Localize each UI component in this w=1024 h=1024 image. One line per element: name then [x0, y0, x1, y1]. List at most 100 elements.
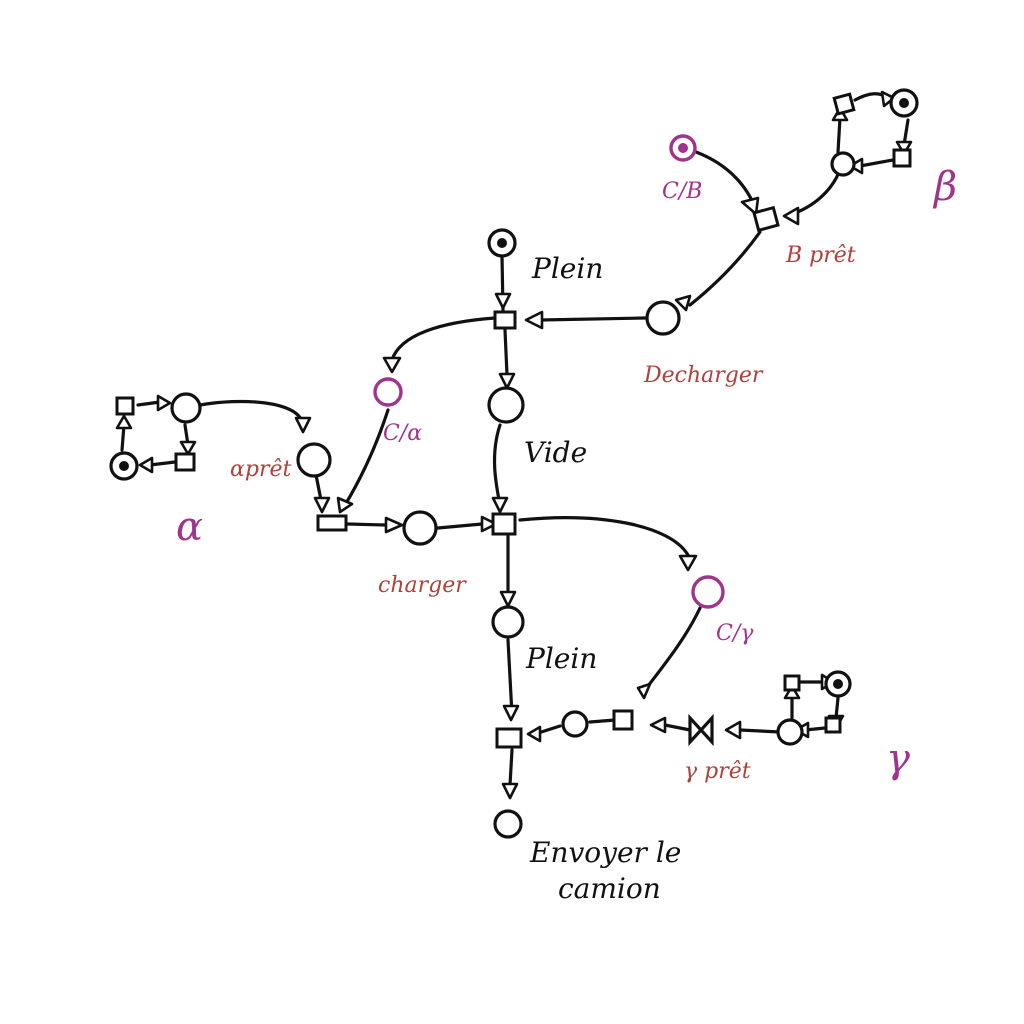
- arrowhead-place-bottom: [526, 725, 542, 743]
- label-c-alpha: C/α: [383, 421, 422, 446]
- arrowhead-plein-top: [494, 292, 512, 310]
- label-c-beta: C/B: [662, 179, 702, 204]
- arrowhead-vide-mid: [491, 496, 509, 514]
- transition-beta-cycle-b: [892, 148, 912, 168]
- arc-gamma-cycle-2: [834, 696, 840, 720]
- arc-charger-to-place: [346, 522, 387, 527]
- arrowhead-beta-bpret: [782, 206, 800, 226]
- label-envoyer-line1: Envoyer le: [529, 836, 681, 869]
- arc-decharger-to-top-transition: [538, 316, 647, 322]
- label-vide: Vide: [524, 436, 587, 469]
- arrowhead-bpret-decharger: [674, 294, 692, 312]
- arrowheads: [115, 90, 913, 800]
- place-gamma-bowtie: [688, 713, 714, 747]
- label-decharger: Decharger: [643, 363, 764, 388]
- transition-b-pret: [752, 205, 780, 233]
- place-c-gamma: [691, 575, 725, 609]
- label-gamma: γ: [886, 736, 910, 782]
- arc-gamma-to-bowtie: [738, 728, 782, 734]
- arcs: [120, 92, 910, 787]
- place-gamma-mid: [561, 710, 589, 738]
- arrowhead-beta-cycle-1: [880, 90, 896, 108]
- arrowhead-alpha-cycle-4: [115, 414, 133, 430]
- arc-calpha-to-charger: [343, 408, 390, 507]
- place-charger: [402, 510, 438, 546]
- arrowhead-alpha-cycle-3: [138, 456, 154, 474]
- label-g-pret: γ prêt: [684, 759, 751, 784]
- place-plein-mid: [491, 605, 525, 639]
- arrowhead-top-calpha: [382, 356, 402, 374]
- label-alpha: α: [176, 504, 203, 550]
- arrowhead-place-mid: [480, 515, 498, 533]
- arrowhead-mid-plein: [499, 590, 517, 608]
- transition-gamma-cycle-a: [783, 674, 801, 692]
- arrowhead-alpha-cycle-1: [156, 394, 172, 412]
- arc-vide-to-mid-transition: [492, 423, 502, 507]
- label-beta: β: [932, 164, 957, 210]
- arc-alpha-cycle-3: [148, 460, 177, 467]
- token-plein-top: [497, 238, 507, 248]
- arrowhead-decharger-top: [524, 310, 544, 330]
- label-charger: charger: [378, 573, 467, 598]
- transition-gamma-cycle-b: [824, 716, 842, 734]
- token-gamma-idle: [833, 679, 843, 689]
- arc-bpret-to-decharger: [688, 230, 762, 307]
- label-a-pret: αprêt: [230, 457, 291, 482]
- arrowhead-calpha-charger: [336, 496, 354, 514]
- arrowhead-alpha-apret: [294, 416, 312, 434]
- place-beta-ready: [830, 151, 856, 177]
- arc-alpha-cycle-1: [136, 400, 162, 407]
- place-vide: [487, 386, 525, 424]
- arrowhead-cgamma-gtransition: [636, 682, 652, 700]
- label-envoyer-line2: camion: [558, 872, 661, 905]
- arc-place-to-mid-transition: [436, 522, 484, 530]
- arc-top-transition-to-calpha: [390, 316, 497, 362]
- token-alpha-idle: [119, 461, 129, 471]
- arrowhead-plein-bottom: [502, 704, 520, 722]
- arc-mid-to-cgamma: [518, 516, 690, 557]
- arc-bowtie-to-gtransition: [663, 723, 692, 732]
- arc-gtransition-to-place: [588, 718, 617, 724]
- arc-top-transition-to-vide: [503, 328, 509, 377]
- arc-beta-cycle-4: [836, 116, 842, 154]
- arrowhead-alpha-cycle-2: [179, 440, 197, 456]
- arc-plein-to-bottom-transition: [506, 638, 514, 717]
- transition-beta-cycle-a: [832, 92, 856, 116]
- arrowhead-gamma-bowtie: [724, 720, 742, 740]
- transition-alpha-cycle-b: [174, 452, 196, 472]
- token-beta-idle: [899, 98, 909, 108]
- arrowhead-charger-place: [384, 516, 404, 534]
- arrowhead-apret-charger: [313, 496, 331, 514]
- label-c-gamma: C/γ: [716, 621, 754, 646]
- labels: Plein Decharger B prêt C/B C/α Vide αprê…: [176, 164, 957, 905]
- arrowhead-bowtie-gtransition: [649, 716, 667, 734]
- label-plein-mid: Plein: [525, 642, 597, 675]
- label-b-pret: B prêt: [785, 243, 856, 268]
- label-plein-top: Plein: [531, 252, 603, 285]
- arrowhead-bottom-envoyer: [501, 782, 519, 800]
- arc-alpha-to-apret: [198, 399, 305, 427]
- transition-alpha-cycle-a: [115, 396, 135, 416]
- arrowhead-gamma-cycle-4: [783, 684, 801, 700]
- place-decharger: [645, 300, 681, 336]
- arrowhead-top-vide: [498, 372, 516, 390]
- arrowhead-mid-cgamma: [678, 554, 698, 572]
- arc-bottom-to-envoyer: [508, 748, 514, 787]
- arc-beta-cycle-3: [858, 158, 895, 168]
- transition-gamma: [612, 709, 634, 731]
- transitions: [115, 92, 912, 749]
- transition-bottom: [495, 727, 523, 749]
- arrowhead-beta-cycle-2: [895, 140, 913, 156]
- transition-mid: [491, 512, 517, 536]
- places: [109, 88, 919, 839]
- place-envoyer: [493, 809, 523, 839]
- transition-top: [493, 310, 517, 330]
- token-c-beta: [678, 143, 688, 153]
- transition-charger: [316, 514, 348, 532]
- arc-cgamma-to-gtransition: [643, 606, 702, 692]
- arrowhead-cbeta-bpret: [740, 196, 760, 216]
- place-alpha-upper: [170, 392, 202, 424]
- place-alpha-ready: [296, 442, 332, 478]
- arrowhead-beta-cycle-3: [848, 157, 864, 175]
